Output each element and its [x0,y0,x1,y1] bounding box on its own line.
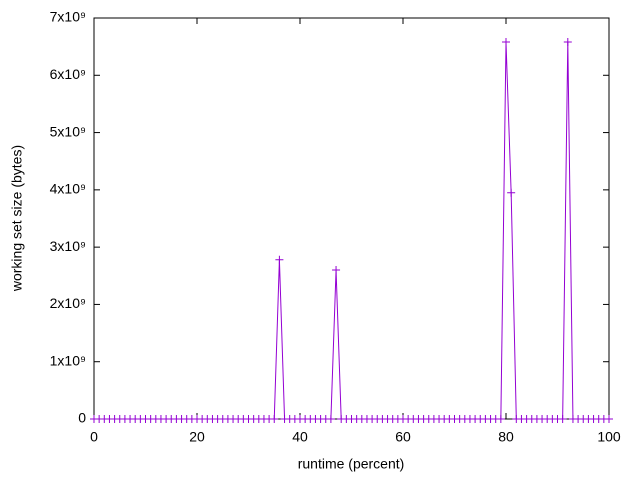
data-point [326,415,335,423]
x-tick-label: 80 [498,429,514,445]
data-point [507,188,516,197]
y-axis-label: working set size (bytes) [9,145,25,292]
y-tick-label: 1x10⁹ [50,352,86,368]
y-tick-label: 6x10⁹ [50,66,86,82]
data-point [502,38,510,47]
x-tick-label: 60 [395,429,411,445]
data-point [270,415,279,423]
x-axis-label: runtime (percent) [298,456,405,472]
y-tick-label: 2x10⁹ [50,295,86,311]
data-point [558,415,567,423]
y-tick-label: 0 [78,410,86,426]
y-tick-label: 3x10⁹ [50,238,86,254]
x-tick-label: 100 [597,429,621,445]
data-point [332,266,341,275]
data-line [94,42,609,420]
x-tick-label: 40 [292,429,308,445]
x-tick-label: 20 [189,429,205,445]
x-tick-label: 0 [90,429,98,445]
data-point [605,415,613,423]
plot-border [93,17,610,420]
y-tick-label: 5x10⁹ [50,123,86,139]
y-tick-label: 4x10⁹ [50,181,86,197]
data-point [563,38,572,47]
data-point [496,415,505,423]
data-point [275,255,284,264]
y-tick-label: 7x10⁹ [50,9,86,25]
